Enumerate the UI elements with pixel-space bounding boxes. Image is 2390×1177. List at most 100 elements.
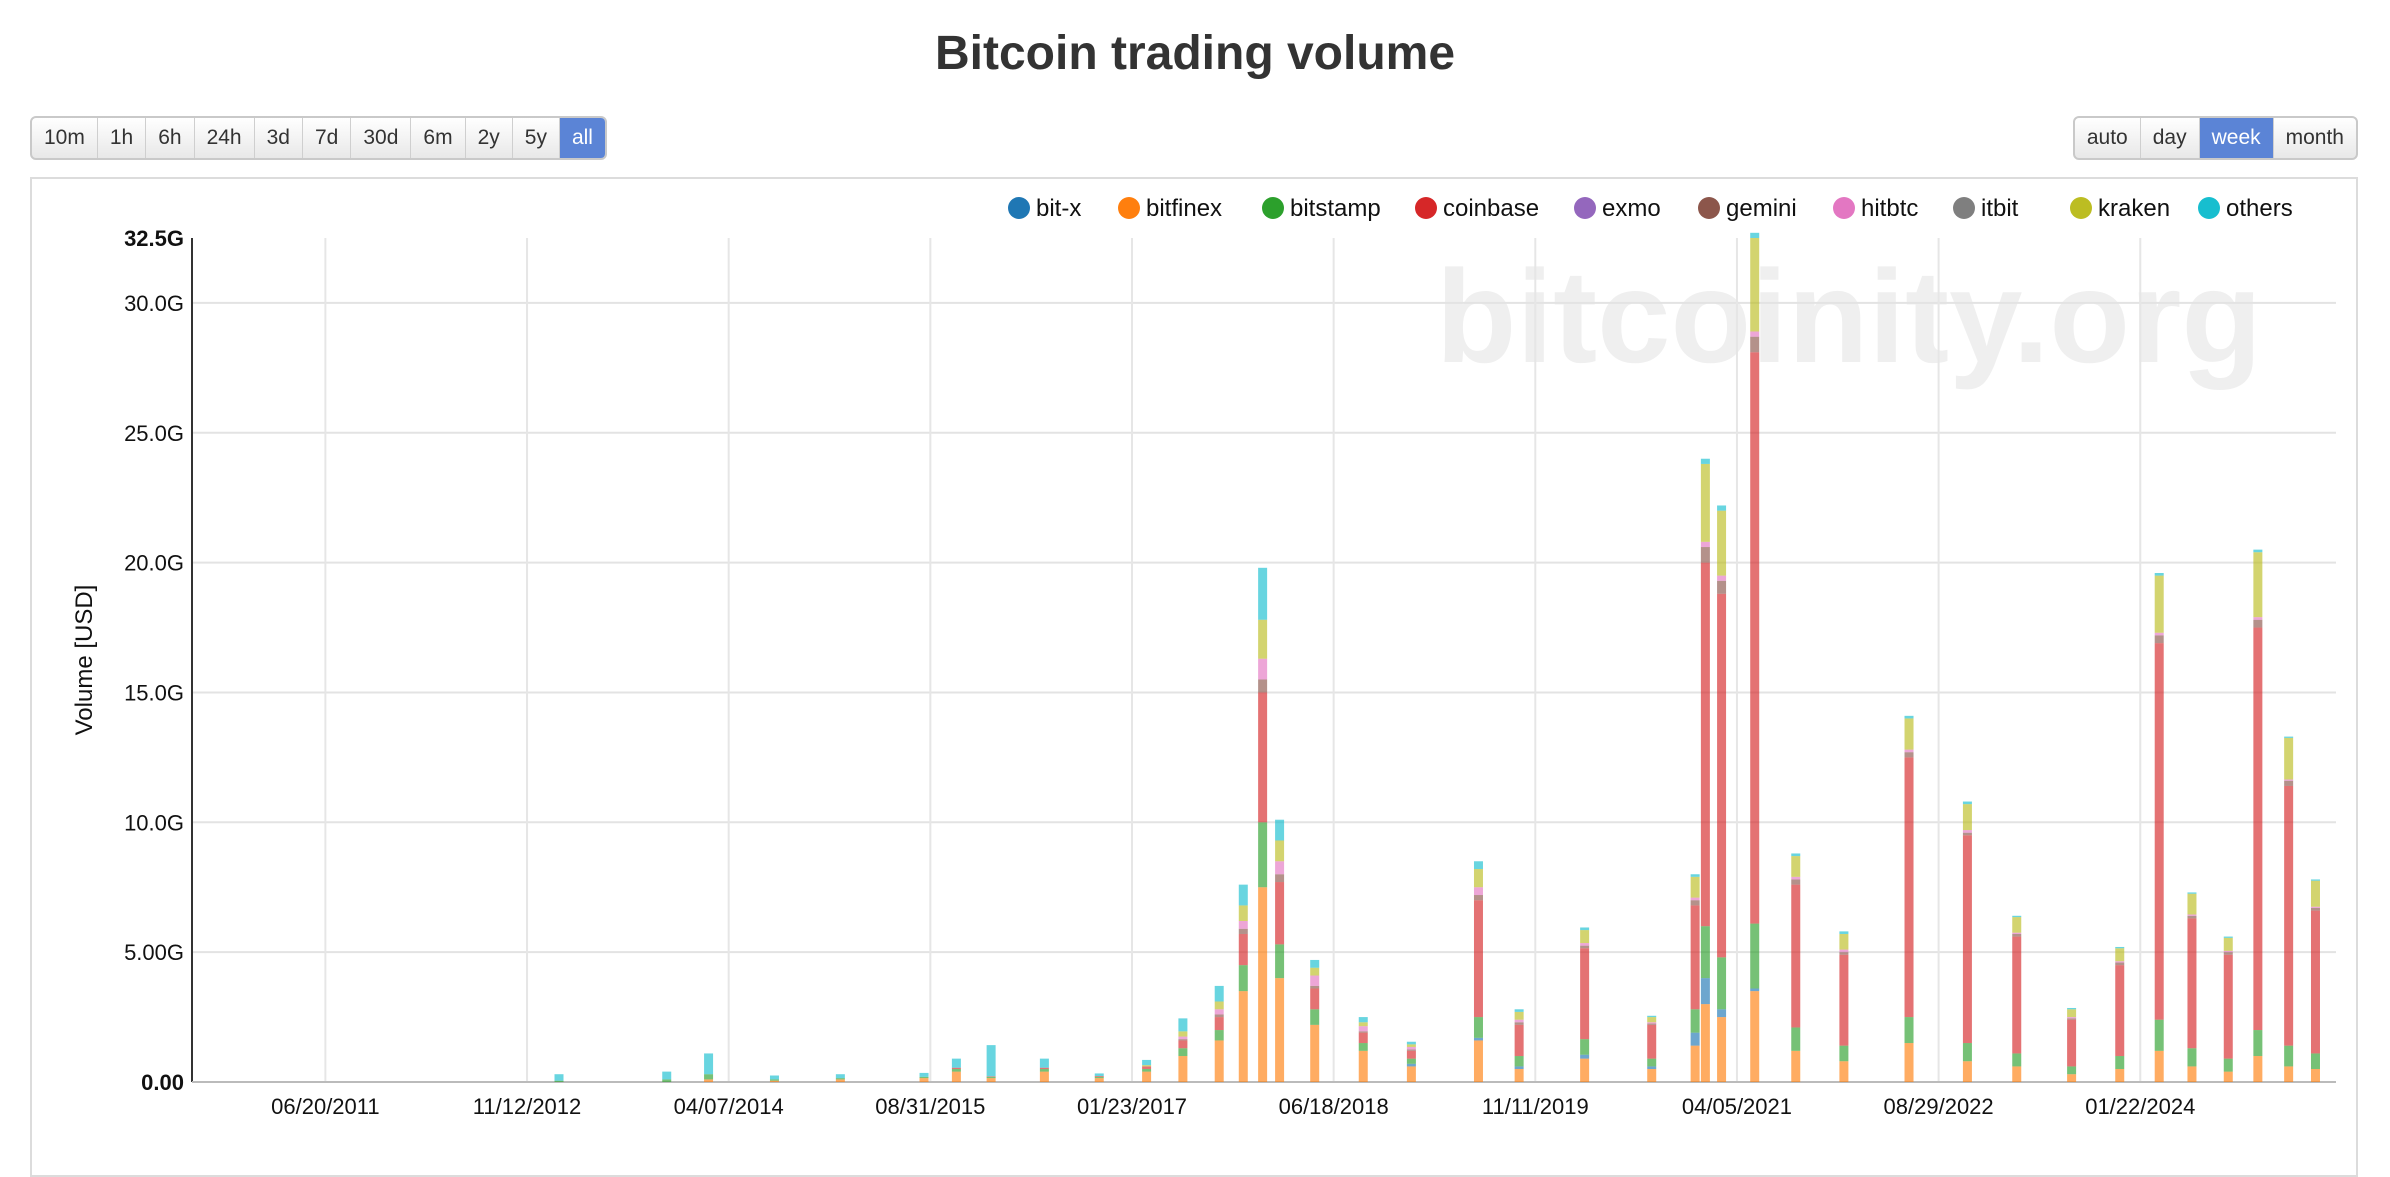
bar-segment-coinbase: [1275, 882, 1285, 945]
bar-segment-bit-x: [1700, 978, 1710, 1005]
bar-segment-coinbase: [986, 1076, 996, 1077]
bar-segment-bitstamp: [1258, 822, 1268, 888]
bar-segment-hitbtc: [1473, 887, 1483, 896]
chart-title: Bitcoin trading volume: [934, 27, 1456, 80]
bar-segment-coinbase: [2223, 954, 2233, 1059]
bar-segment-kraken: [1839, 933, 1849, 950]
bar-segment-coinbase: [1406, 1050, 1416, 1059]
range-button-1h[interactable]: 1h: [98, 118, 147, 158]
bar-segment-hitbtc: [1310, 975, 1320, 986]
bar-segment-kraken: [1473, 869, 1483, 888]
bar-segment-others: [1962, 801, 1972, 805]
bar-segment-bitstamp: [1142, 1069, 1152, 1072]
bar-segment-kraken: [1690, 876, 1700, 898]
bar-segment-others: [2115, 946, 2125, 949]
legend-marker-bit-x: [1008, 197, 1030, 219]
bar-segment-bitstamp: [1717, 957, 1727, 1010]
bar-segment-kraken: [1178, 1031, 1188, 1037]
bar-segment-others: [1580, 927, 1590, 931]
bar-segment-bitstamp: [1700, 926, 1710, 979]
bar-segment-coinbase: [2284, 785, 2294, 1046]
bar-segment-bitstamp: [986, 1076, 996, 1079]
bar-segment-hitbtc: [1514, 1019, 1524, 1023]
bar-segment-others: [919, 1072, 929, 1077]
bar-segment-others: [2154, 573, 2164, 576]
bar-segment-bitfinex: [2284, 1066, 2294, 1082]
bar-segment-bitstamp: [769, 1079, 779, 1081]
bar-segment-hitbtc: [2284, 779, 2294, 781]
y-tick-label: 32.5G: [124, 226, 184, 251]
bar-segment-bit-x: [1473, 1037, 1483, 1041]
bar-segment-kraken: [2310, 880, 2320, 907]
bar-segment-coinbase: [2115, 965, 2125, 1057]
bar-segment-others: [1473, 861, 1483, 870]
bar-segment-kraken: [2253, 552, 2263, 618]
legend-marker-itbit: [1953, 197, 1975, 219]
resolution-button-auto[interactable]: auto: [2075, 118, 2141, 158]
bar-segment-kraken: [1962, 804, 1972, 831]
bar-segment-bitstamp: [2253, 1030, 2263, 1057]
bar-segment-gemini: [1839, 952, 1849, 955]
bar-segment-gemini: [1258, 679, 1268, 693]
bar-segment-bitfinex: [1473, 1040, 1483, 1082]
bar-segment-kraken: [1406, 1044, 1416, 1047]
bar-segment-others: [554, 1074, 564, 1081]
bar-segment-bitfinex: [835, 1079, 845, 1082]
range-button-30d[interactable]: 30d: [351, 118, 412, 158]
bar-segment-bitfinex: [2067, 1074, 2077, 1082]
bar-segment-kraken: [2223, 937, 2233, 951]
bar-segment-bitstamp: [1514, 1056, 1524, 1067]
bar-segment-coinbase: [1358, 1032, 1368, 1044]
bar-segment-hitbtc: [1839, 949, 1849, 953]
bar-segment-bitstamp: [2284, 1045, 2294, 1067]
range-button-6m[interactable]: 6m: [411, 118, 466, 158]
resolution-button-month[interactable]: month: [2285, 126, 2344, 149]
range-button-3d[interactable]: 3d: [255, 118, 303, 158]
x-tick-label: 08/31/2015: [875, 1094, 985, 1119]
x-tick-label: 01/22/2024: [2085, 1094, 2195, 1119]
bar-segment-coinbase: [1094, 1076, 1104, 1077]
bar-segment-bitfinex: [2154, 1050, 2164, 1082]
legend-label-gemini: gemini: [1726, 195, 1797, 222]
bar-segment-gemini: [1514, 1022, 1524, 1025]
bar-segment-kraken: [1647, 1017, 1657, 1023]
bar-segment-bitfinex: [1904, 1043, 1914, 1082]
legend-label-bit-x: bit-x: [1036, 195, 1081, 222]
bar-segment-kraken: [2012, 917, 2022, 933]
range-button-10m[interactable]: 10m: [32, 118, 98, 158]
bar-segment-hitbtc: [1647, 1022, 1657, 1024]
bar-segment-bitstamp: [919, 1076, 929, 1079]
range-button-2y[interactable]: 2y: [466, 118, 513, 158]
bar-segment-bitfinex: [2223, 1071, 2233, 1082]
range-button-6h[interactable]: 6h: [146, 118, 195, 158]
range-button-7d[interactable]: 7d: [303, 118, 352, 158]
bar-segment-hitbtc: [1690, 897, 1700, 901]
bar-segment-bitfinex: [1700, 1004, 1710, 1082]
bar-segment-gemini: [1647, 1023, 1657, 1025]
bar-segment-gemini: [1750, 336, 1760, 353]
legend-label-coinbase: coinbase: [1443, 195, 1539, 222]
bar-segment-others: [1717, 505, 1727, 511]
resolution-button-group: auto day week month: [2072, 116, 2358, 160]
bar-segment-gemini: [2223, 952, 2233, 955]
bar-segment-bitstamp: [2067, 1066, 2077, 1075]
bar-segment-others: [1094, 1073, 1104, 1077]
resolution-button-week[interactable]: week: [2199, 118, 2274, 158]
bar-segment-coinbase: [2012, 936, 2022, 1054]
bar-segment-others: [1791, 853, 1801, 857]
watermark: bitcoinity.org: [1436, 243, 2262, 390]
bar-segment-hitbtc: [2187, 914, 2197, 916]
bar-segment-bitfinex: [986, 1078, 996, 1082]
range-button-5y[interactable]: 5y: [513, 118, 560, 158]
bar-segment-bitstamp: [1580, 1039, 1590, 1055]
bar-segment-others: [1275, 819, 1285, 841]
bar-segment-bitstamp: [662, 1079, 672, 1082]
range-button-all[interactable]: all: [559, 118, 605, 158]
resolution-button-day[interactable]: day: [2141, 118, 2200, 158]
range-button-24h[interactable]: 24h: [195, 118, 255, 158]
legend-label-kraken: kraken: [2098, 195, 2170, 222]
bar-segment-kraken: [1238, 905, 1248, 921]
bar-segment-hitbtc: [1962, 830, 1972, 833]
bar-segment-others: [1358, 1017, 1368, 1023]
